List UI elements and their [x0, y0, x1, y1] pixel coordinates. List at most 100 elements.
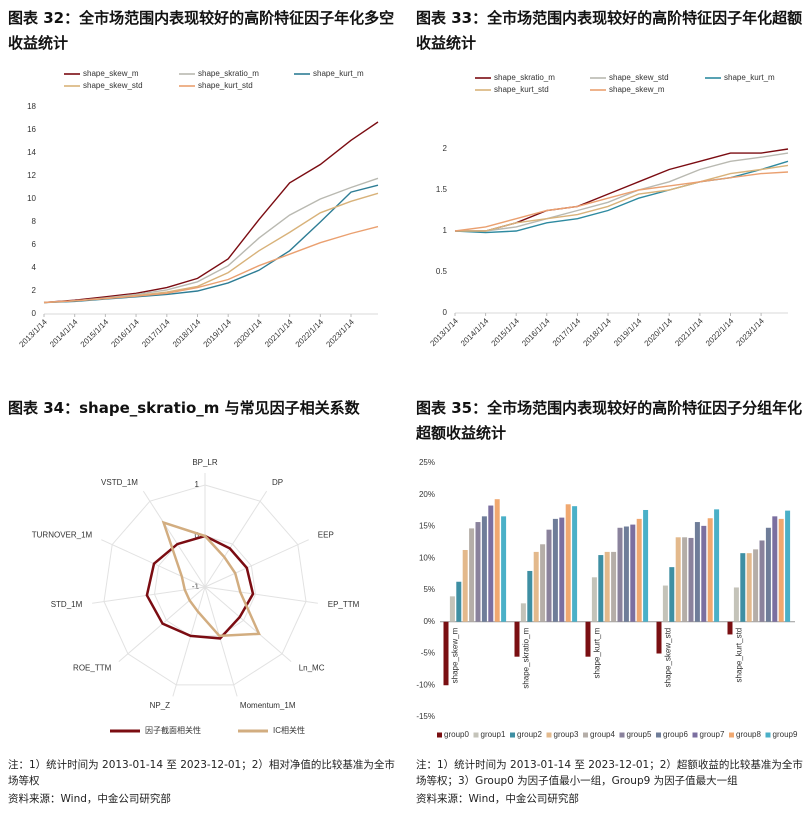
x-tick-label: 2020/1/14 [232, 317, 264, 349]
x-tick-label: shape_skew_m [451, 627, 460, 683]
x-tick-label: 2015/1/14 [79, 317, 111, 349]
x-tick-label: shape_kurt_m [593, 627, 602, 678]
legend-label: IC相关性 [273, 725, 305, 735]
radar-series [145, 534, 255, 640]
bar [611, 551, 617, 622]
y-tick-label: 0% [423, 617, 435, 626]
note: 注：1）统计时间为 2013-01-14 至 2023-12-01；2）超额收益… [416, 759, 803, 787]
bar [688, 537, 694, 622]
bar [682, 537, 688, 622]
bar [636, 518, 642, 622]
line-series [455, 152, 789, 232]
bar [643, 509, 649, 622]
axis-label: Ln_MC [299, 663, 325, 672]
legend-label: shape_skew_m [609, 85, 665, 94]
line-series [43, 225, 379, 304]
legend-label: group8 [736, 730, 761, 739]
bar [694, 522, 700, 622]
y-tick-label: 0 [443, 308, 448, 317]
bar [533, 551, 539, 622]
axis-label: NP_Z [150, 701, 171, 710]
line-series [455, 164, 789, 232]
bar [456, 581, 462, 622]
y-tick-label: 15% [419, 522, 435, 531]
bar [669, 567, 675, 622]
axis-label: ROE_TTM [73, 663, 112, 672]
bar [501, 516, 507, 622]
bar [591, 577, 597, 622]
spoke [204, 586, 238, 697]
spoke [204, 586, 292, 663]
legend-label: shape_skew_std [83, 81, 143, 90]
bar [733, 587, 739, 622]
legend-swatch [692, 732, 698, 738]
note: 注：1）统计时间为 2013-01-14 至 2023-12-01；2）相对净值… [8, 759, 395, 787]
bar [759, 540, 765, 622]
legend-swatch [546, 732, 552, 738]
legend-swatch [619, 732, 625, 738]
y-tick-label: 0.5 [436, 267, 448, 276]
y-tick-label: 16 [27, 125, 36, 134]
x-tick-label: 2018/1/14 [171, 317, 203, 349]
bar [481, 516, 487, 622]
y-tick-label: 4 [32, 263, 37, 272]
x-tick-label: 2021/1/14 [263, 317, 295, 349]
legend-label: shape_kurt_std [494, 85, 549, 94]
bar [540, 544, 546, 622]
legend-label: group0 [444, 730, 469, 739]
axis-label: VSTD_1M [101, 478, 138, 487]
line-series [43, 192, 379, 304]
legend-label: group6 [663, 730, 688, 739]
chart-title: 图表 33：全市场范围内表现较好的高阶特征因子年化超额收益统计 [416, 9, 803, 52]
bar [630, 524, 636, 622]
bar [552, 518, 558, 622]
bar [675, 537, 681, 622]
radar-series [161, 520, 261, 638]
axis-label: EEP [318, 531, 334, 540]
y-tick-label: 25% [419, 458, 435, 467]
r-tick-label: 1 [195, 480, 200, 489]
bar [778, 518, 784, 622]
x-tick-label: 2013/1/14 [428, 316, 460, 348]
bar [740, 553, 746, 622]
legend-swatch [656, 732, 661, 738]
line-series [454, 171, 789, 232]
y-tick-label: 10% [419, 553, 435, 562]
legend-label: group3 [554, 730, 579, 739]
x-tick-label: 2016/1/14 [520, 316, 552, 348]
bar [656, 621, 662, 654]
bar [514, 621, 520, 657]
x-tick-label: 2019/1/14 [612, 316, 644, 348]
bar [772, 516, 778, 622]
axis-label: Momentum_1M [240, 701, 296, 710]
bar [746, 553, 752, 622]
x-tick-label: 2020/1/14 [643, 316, 675, 348]
x-tick-label: 2014/1/14 [459, 316, 491, 348]
source: 资料来源：Wind，中金公司研究部 [416, 793, 579, 805]
bar [714, 509, 720, 622]
bar [585, 621, 591, 657]
y-tick-label: -10% [416, 680, 435, 689]
x-tick-label: 2023/1/14 [324, 317, 356, 349]
x-tick-label: 2017/1/14 [551, 316, 583, 348]
axis-label: BP_LR [192, 458, 218, 467]
legend-label: group1 [481, 730, 506, 739]
bar [727, 621, 733, 635]
legend-label: group9 [773, 730, 798, 739]
y-tick-label: 0 [32, 309, 37, 318]
x-tick-label: 2013/1/14 [17, 317, 49, 349]
bar [443, 621, 449, 686]
bar [662, 585, 668, 622]
x-tick-label: 2014/1/14 [48, 317, 80, 349]
bar [617, 527, 623, 622]
spoke [142, 490, 206, 588]
legend-label: shape_skew_std [609, 73, 669, 82]
y-tick-label: -5% [421, 649, 435, 658]
bar [623, 526, 629, 622]
bar [494, 499, 500, 622]
bar [462, 549, 468, 622]
legend-label: group2 [517, 730, 542, 739]
spoke [204, 490, 268, 588]
